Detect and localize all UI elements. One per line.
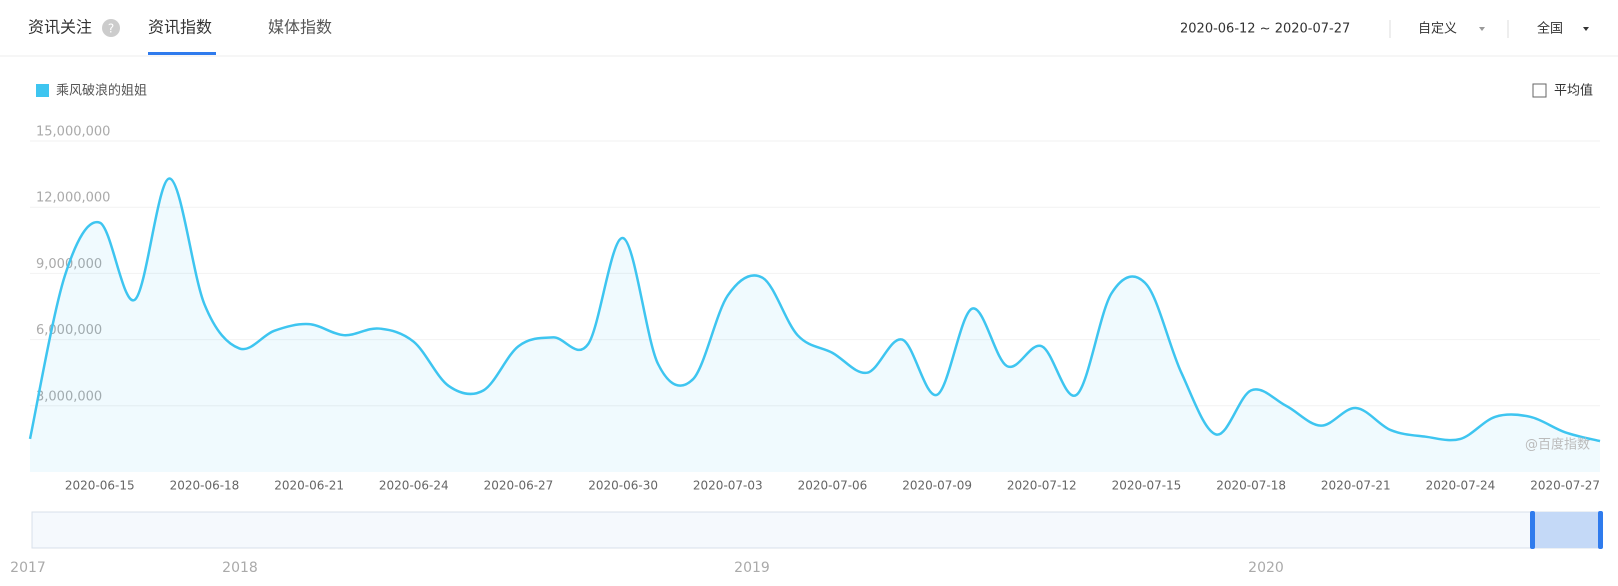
checkbox[interactable]	[1532, 83, 1547, 98]
help-mark: ?	[108, 22, 114, 36]
line	[28, 177, 1601, 443]
legend-swatch	[36, 84, 49, 97]
x-tick-label: 2020-07-24	[1426, 479, 1496, 493]
x-tick-label: 2020-07-03	[693, 479, 763, 493]
region-select[interactable]: 全国	[1537, 21, 1563, 37]
x-tick-label: 2020-06-24	[379, 479, 449, 493]
x-tick-label: 2020-07-12	[1007, 479, 1077, 493]
navigator-window[interactable]	[1533, 512, 1602, 548]
area	[30, 178, 1600, 472]
x-tick-label: 2020-06-27	[484, 479, 554, 493]
x-tick-label: 2020-06-30	[588, 479, 658, 493]
x-tick-label: 2020-07-06	[798, 479, 868, 493]
navigator-label: 2017	[10, 560, 46, 576]
tab-underline	[148, 52, 216, 55]
tab-active[interactable]: 资讯指数	[148, 18, 212, 37]
navigator-handle[interactable]	[1530, 511, 1535, 549]
navigator-handle[interactable]	[1598, 511, 1603, 549]
period-select[interactable]: 自定义	[1418, 22, 1457, 37]
y-tick-label: 12,000,000	[36, 191, 110, 206]
average-label[interactable]: 平均值	[1554, 83, 1593, 99]
x-tick-label: 2020-07-27	[1530, 479, 1600, 493]
x-tick-label: 2020-07-18	[1216, 479, 1286, 493]
y-tick-label: 15,000,000	[36, 125, 110, 140]
navigator-label: 2018	[222, 560, 258, 576]
navigator-label: 2020	[1248, 560, 1284, 576]
x-tick-label: 2020-07-09	[902, 479, 972, 493]
dropdown-arrow	[1479, 27, 1485, 31]
legend-label: 乘风破浪的姐姐	[56, 83, 147, 99]
y-tick-label: 3,000,000	[36, 389, 102, 404]
tab[interactable]: 媒体指数	[268, 18, 332, 37]
watermark: @百度指数	[1525, 437, 1590, 453]
help-icon[interactable]	[102, 19, 120, 37]
navigator[interactable]	[31, 511, 1603, 549]
x-tick-label: 2020-07-15	[1112, 479, 1182, 493]
navigator-label: 2019	[734, 560, 770, 576]
x-tick-label: 2020-07-21	[1321, 479, 1391, 493]
dropdown-arrow	[1583, 27, 1589, 31]
x-tick-label: 2020-06-21	[274, 479, 344, 493]
tab[interactable]: 资讯关注	[28, 18, 92, 37]
x-tick-label: 2020-06-18	[170, 479, 240, 493]
x-tick-label: 2020-06-15	[65, 479, 135, 493]
date-range[interactable]: 2020-06-12 ~ 2020-07-27	[1180, 22, 1350, 37]
